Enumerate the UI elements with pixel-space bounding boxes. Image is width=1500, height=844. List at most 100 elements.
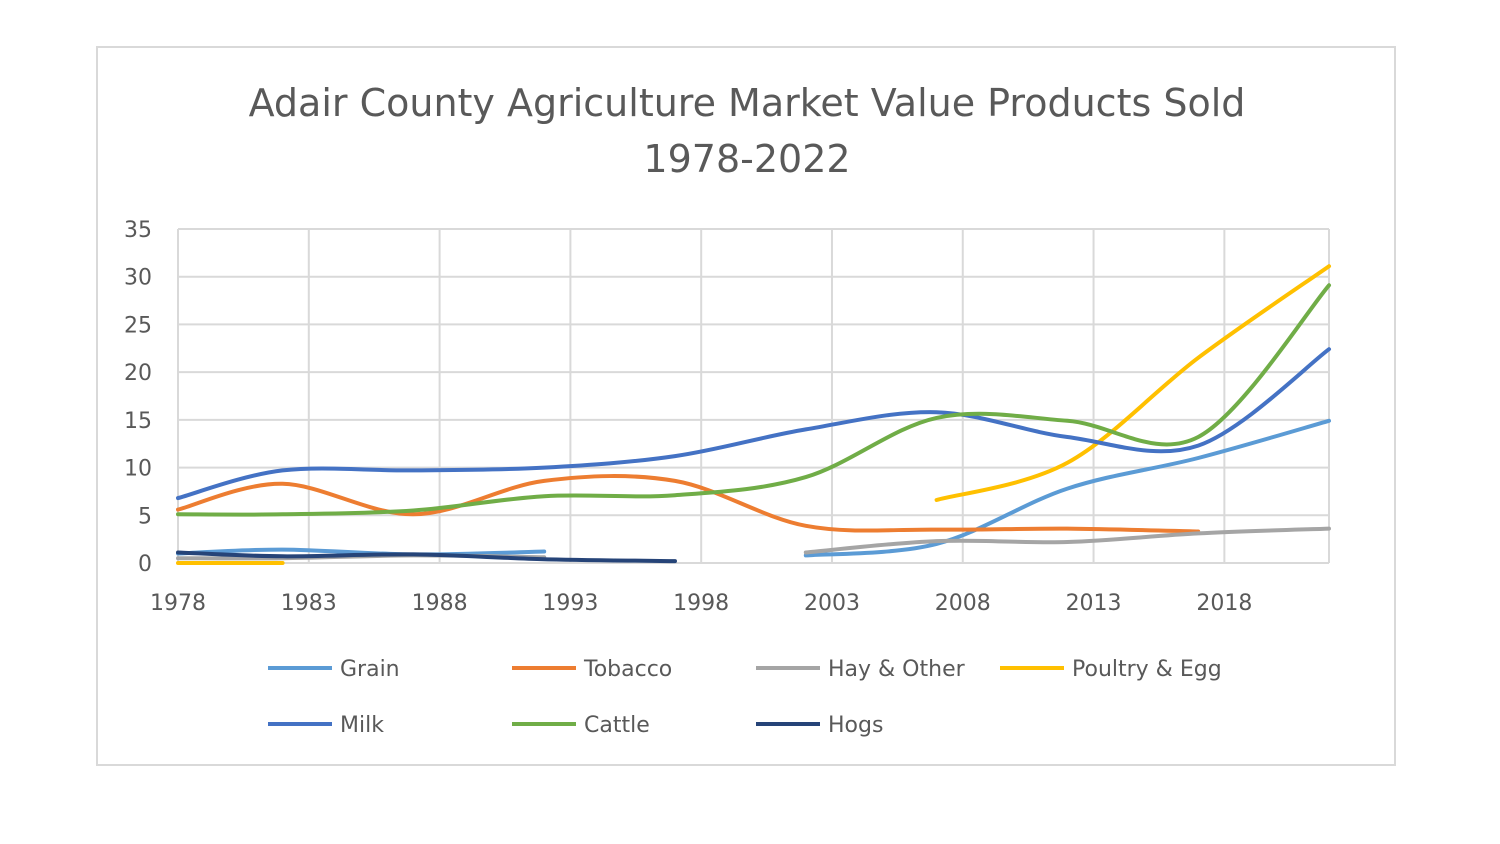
- data-point-hay-and-other-2012: [1065, 540, 1069, 544]
- data-point-grain-2002: [804, 553, 808, 557]
- y-tick-label-30: 30: [124, 266, 152, 291]
- data-point-milk-2007: [935, 410, 939, 414]
- grid: [177, 228, 1330, 564]
- data-point-poultry-and-egg-2007: [935, 498, 939, 502]
- data-point-poultry-and-egg-2022: [1327, 264, 1331, 268]
- series-cattle: [176, 283, 1331, 517]
- x-tick-label-1983: 1983: [281, 591, 337, 616]
- x-tick-label-2003: 2003: [804, 591, 860, 616]
- x-tick-label-2018: 2018: [1196, 591, 1252, 616]
- series-layer: [176, 264, 1331, 565]
- data-point-hay-and-other-2007: [935, 539, 939, 543]
- legend-item-milk: Milk: [268, 713, 384, 738]
- legend-label-poultry-and-egg: Poultry & Egg: [1072, 657, 1222, 682]
- data-point-milk-2017: [1196, 444, 1200, 448]
- series-line-tobacco-segment-1: [176, 474, 1201, 534]
- data-point-milk-1987: [411, 468, 415, 472]
- data-point-poultry-and-egg-2012: [1065, 461, 1069, 465]
- series-line-poultry-and-egg-segment-2: [934, 264, 1331, 502]
- series-poultry-and-egg: [176, 264, 1331, 565]
- legend-label-cattle: Cattle: [584, 713, 650, 738]
- data-point-hogs-1997: [673, 559, 677, 563]
- series-line-grain-segment-1: [176, 547, 547, 557]
- line-chart: Adair County Agriculture Market Value Pr…: [124, 81, 1331, 738]
- chart-title-line-1: Adair County Agriculture Market Value Pr…: [249, 81, 1246, 125]
- legend-label-milk: Milk: [340, 713, 384, 738]
- data-point-tobacco-1992: [542, 479, 546, 483]
- y-tick-label-0: 0: [138, 552, 152, 577]
- data-point-hay-and-other-2017: [1196, 531, 1200, 535]
- x-tick-label-1993: 1993: [542, 591, 598, 616]
- data-point-cattle-1982: [281, 512, 285, 516]
- legend-label-tobacco: Tobacco: [583, 657, 672, 682]
- data-point-cattle-2002: [804, 475, 808, 479]
- data-point-poultry-and-egg-1982: [281, 561, 285, 565]
- y-tick-label-5: 5: [138, 504, 152, 529]
- data-point-cattle-1987: [411, 509, 415, 513]
- chart-frame: Adair County Agriculture Market Value Pr…: [96, 46, 1396, 766]
- data-point-hay-and-other-2002: [804, 551, 808, 555]
- data-point-hogs-1978: [176, 551, 180, 555]
- data-point-hogs-1992: [542, 557, 546, 561]
- data-point-hay-and-other-1978: [176, 556, 180, 560]
- x-tick-label-1988: 1988: [412, 591, 468, 616]
- data-point-tobacco-2012: [1065, 527, 1069, 531]
- legend-label-grain: Grain: [340, 657, 400, 682]
- data-point-milk-1982: [281, 468, 285, 472]
- chart-title-line-2: 1978-2022: [643, 137, 850, 181]
- data-point-milk-1997: [673, 454, 677, 458]
- data-point-tobacco-2002: [804, 524, 808, 528]
- data-point-cattle-1997: [673, 493, 677, 497]
- series-hogs: [176, 550, 677, 564]
- y-tick-label-35: 35: [124, 218, 152, 243]
- data-point-poultry-and-egg-2017: [1196, 356, 1200, 360]
- data-point-milk-2002: [804, 427, 808, 431]
- legend-item-tobacco: Tobacco: [512, 657, 672, 682]
- data-point-hay-and-other-2022: [1327, 527, 1331, 531]
- legend-item-hay-and-other: Hay & Other: [756, 657, 966, 682]
- y-tick-label-10: 10: [124, 457, 152, 482]
- data-point-tobacco-1997: [673, 479, 677, 483]
- data-point-tobacco-1982: [281, 482, 285, 486]
- legend-item-poultry-and-egg: Poultry & Egg: [1000, 657, 1222, 682]
- data-point-grain-2007: [935, 542, 939, 546]
- legend: Grain Tobacco Hay & Other Poultry & Egg Milk…: [268, 657, 1222, 738]
- series-line-cattle-segment-1: [176, 283, 1331, 517]
- data-point-milk-2022: [1327, 347, 1331, 351]
- data-point-hogs-1987: [411, 552, 415, 556]
- data-point-grain-1992: [542, 550, 546, 554]
- data-point-poultry-and-egg-1978: [176, 561, 180, 565]
- legend-item-grain: Grain: [268, 657, 400, 682]
- data-point-cattle-1992: [542, 494, 546, 498]
- legend-label-hogs: Hogs: [828, 713, 883, 738]
- x-tick-label-2013: 2013: [1066, 591, 1122, 616]
- data-point-grain-2017: [1196, 456, 1200, 460]
- legend-item-hogs: Hogs: [756, 713, 883, 738]
- y-tick-label-25: 25: [124, 313, 152, 338]
- chart-title: Adair County Agriculture Market Value Pr…: [249, 81, 1246, 181]
- data-point-grain-1982: [281, 548, 285, 552]
- y-axis: 0 5 10 15 20 25 30 35: [124, 218, 152, 577]
- x-tick-label-1998: 1998: [673, 591, 729, 616]
- y-tick-label-20: 20: [124, 361, 152, 386]
- x-axis: 1978 1983 1988 1993 1998 2003 2008 2013 2018: [150, 591, 1252, 616]
- y-tick-label-15: 15: [124, 409, 152, 434]
- data-point-cattle-2017: [1196, 435, 1200, 439]
- data-point-milk-2012: [1065, 435, 1069, 439]
- data-point-grain-2022: [1327, 419, 1331, 423]
- data-point-grain-2012: [1065, 487, 1069, 491]
- data-point-cattle-2022: [1327, 283, 1331, 287]
- data-point-hogs-1982: [281, 554, 285, 558]
- series-tobacco: [176, 474, 1201, 534]
- legend-label-hay-and-other: Hay & Other: [828, 657, 966, 682]
- data-point-tobacco-2007: [935, 528, 939, 532]
- data-point-cattle-2007: [935, 416, 939, 420]
- x-tick-label-2008: 2008: [935, 591, 991, 616]
- data-point-cattle-1978: [176, 512, 180, 516]
- x-tick-label-1978: 1978: [150, 591, 206, 616]
- legend-item-cattle: Cattle: [512, 713, 650, 738]
- data-point-cattle-2012: [1065, 419, 1069, 423]
- data-point-tobacco-1978: [176, 508, 180, 512]
- data-point-milk-1992: [542, 466, 546, 470]
- series-line-milk-segment-1: [176, 347, 1331, 501]
